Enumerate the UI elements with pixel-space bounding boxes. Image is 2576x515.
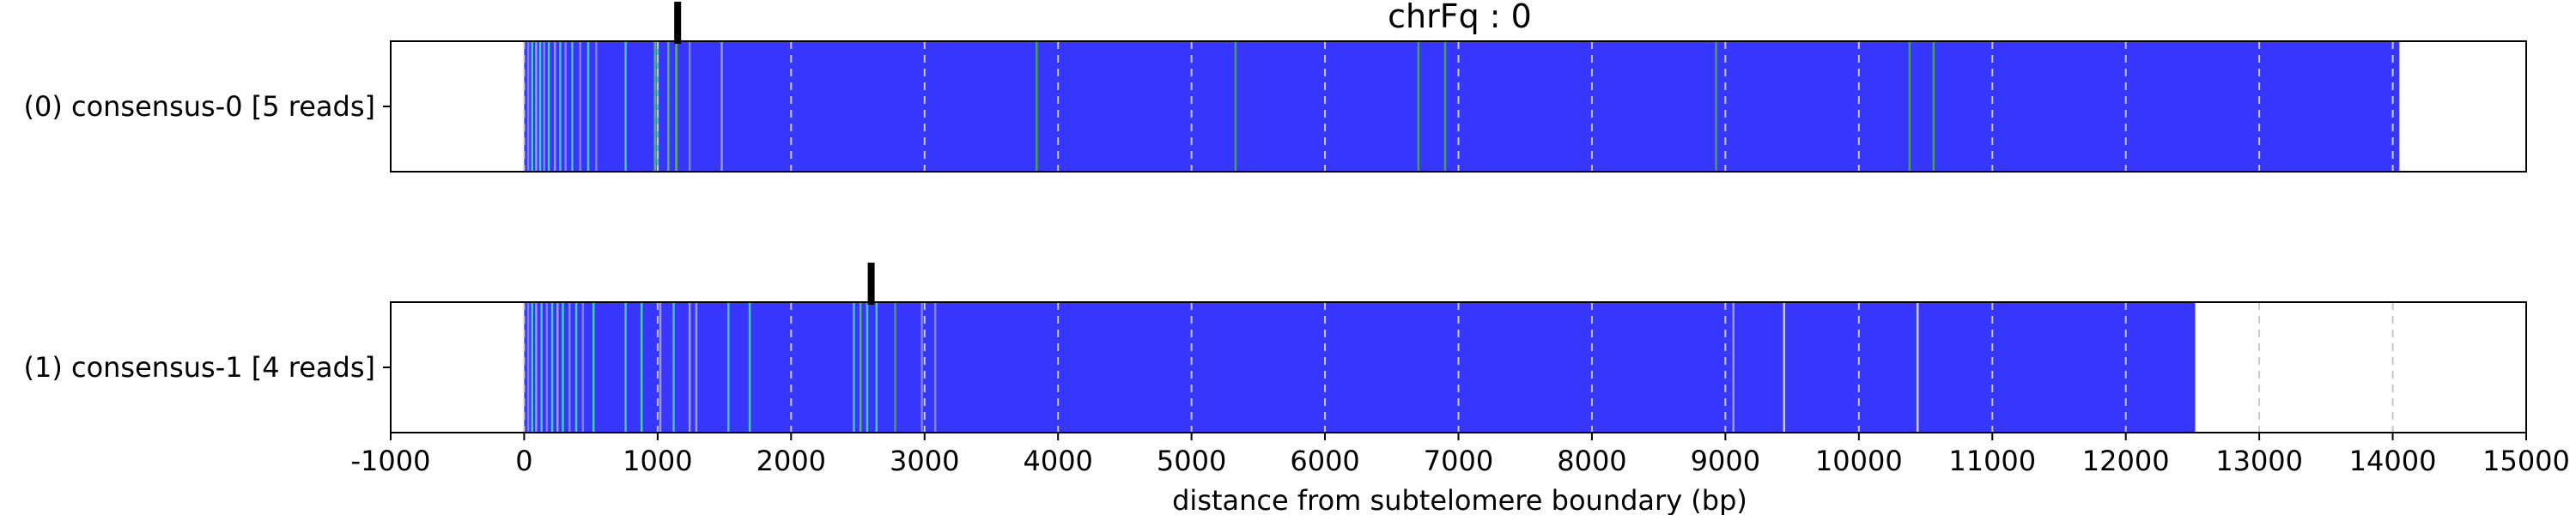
track-label: (1) consensus-1 [4 reads] <box>23 351 375 384</box>
x-tick-label: 12000 <box>2082 445 2170 477</box>
x-axis: -1000 0 1000 2000 3000 4000 5000 6000 7000 8000 90… <box>351 433 2570 477</box>
track-1: (1) consensus-1 [4 reads] <box>23 263 2527 433</box>
x-tick-label: 7000 <box>1424 445 1493 477</box>
x-tick-label: 13000 <box>2215 445 2303 477</box>
track-label: (0) consensus-0 [5 reads] <box>23 90 375 123</box>
x-tick-label: 11000 <box>1948 445 2036 477</box>
x-tick-label: 1000 <box>623 445 692 477</box>
x-tick-label: 0 <box>515 445 532 477</box>
tracks-layer: (0) consensus-0 [5 reads] (1) consensus-1… <box>23 2 2527 433</box>
x-tick-label: 15000 <box>2482 445 2570 477</box>
repeat-span <box>524 41 2400 172</box>
x-tick-label: 5000 <box>1157 445 1226 477</box>
x-tick-label: 9000 <box>1691 445 1760 477</box>
x-tick-label: 8000 <box>1557 445 1626 477</box>
x-tick-label: 6000 <box>1290 445 1359 477</box>
x-tick-label: -1000 <box>351 445 431 477</box>
x-tick-label: 3000 <box>890 445 959 477</box>
x-tick-label: 2000 <box>756 445 826 477</box>
x-tick-label: 14000 <box>2349 445 2437 477</box>
repeat-span <box>524 302 2196 433</box>
chart-title: chrFq : 0 <box>1388 0 1532 35</box>
x-axis-title: distance from subtelomere boundary (bp) <box>1172 484 1747 515</box>
track-0: (0) consensus-0 [5 reads] <box>23 2 2527 173</box>
x-tick-label: 10000 <box>1815 445 1903 477</box>
x-tick-label: 4000 <box>1023 445 1092 477</box>
